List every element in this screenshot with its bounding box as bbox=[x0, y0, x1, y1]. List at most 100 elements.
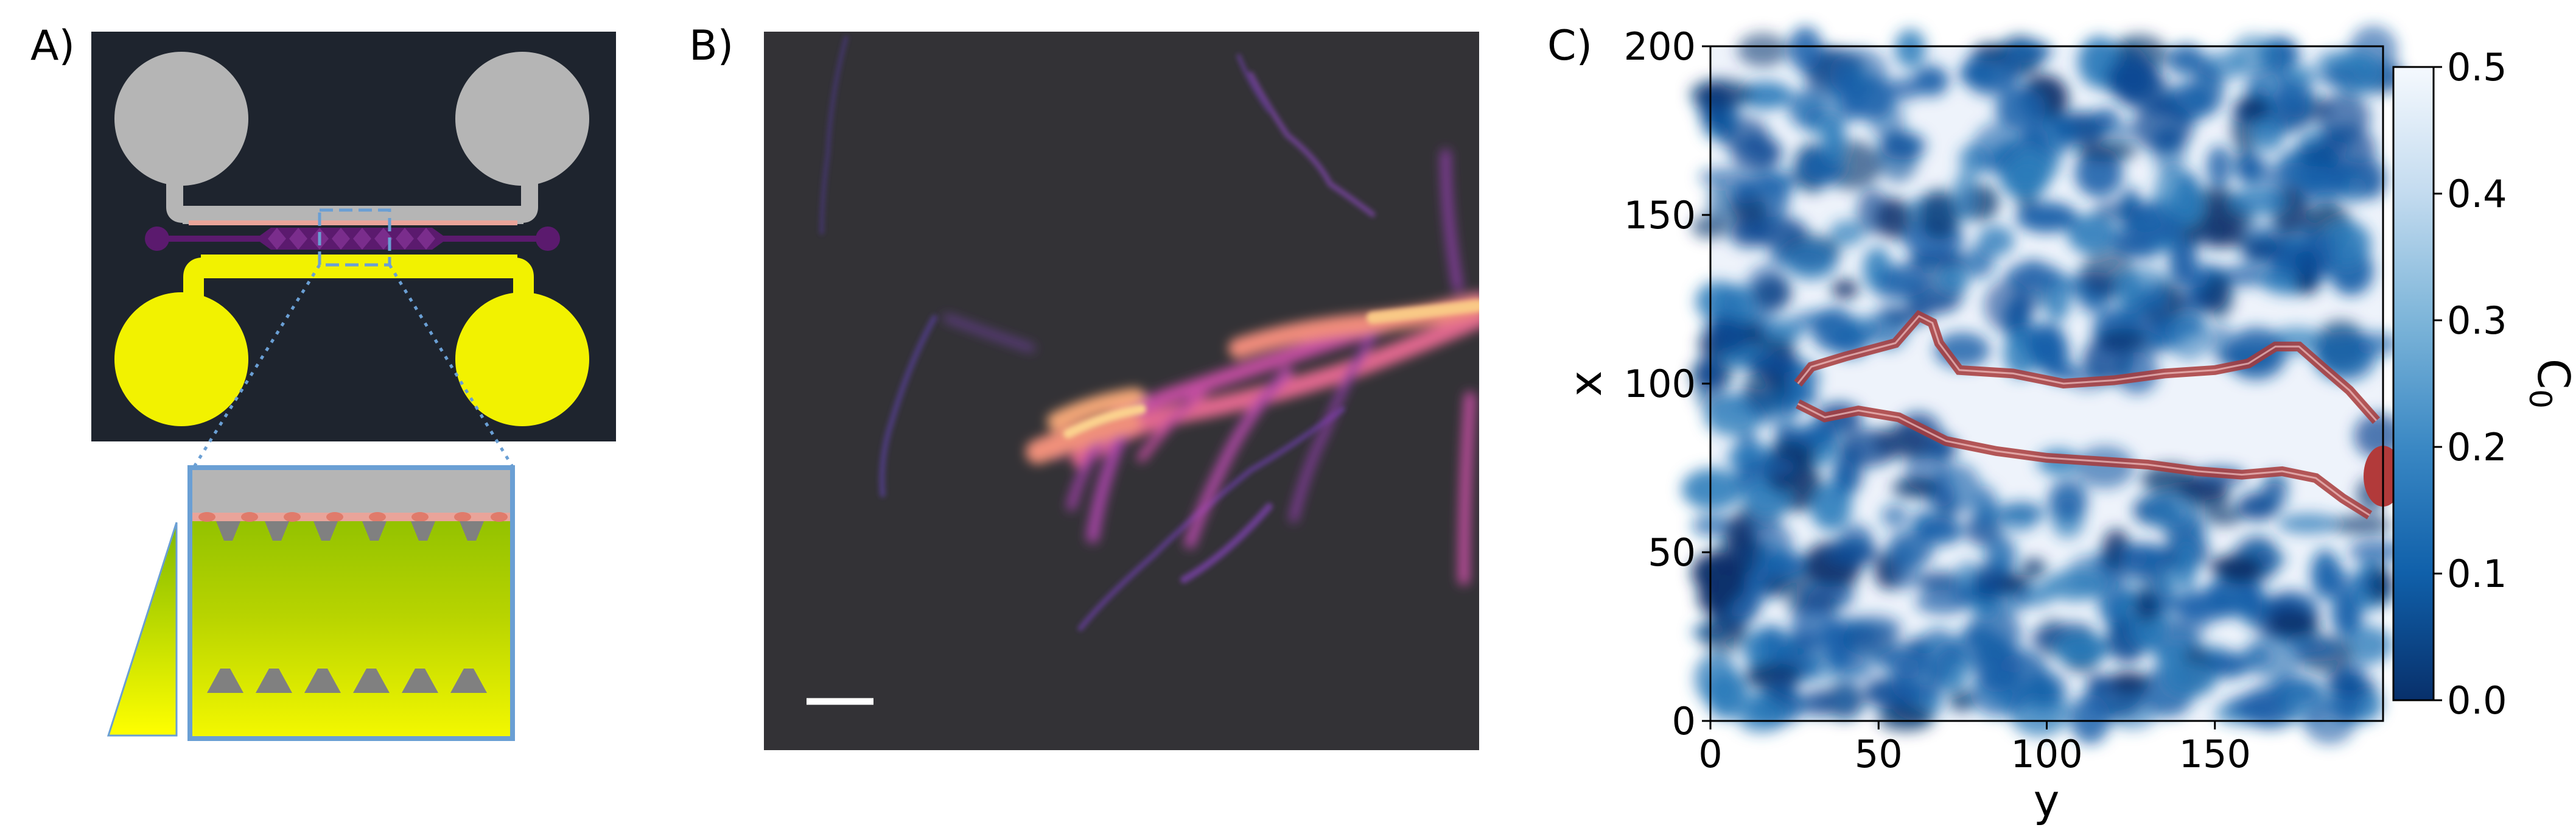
heatmap-cell bbox=[1949, 690, 1975, 712]
heatmap-cell bbox=[1776, 424, 1801, 443]
x-tick-label: 50 bbox=[1855, 732, 1903, 776]
purple-right-port bbox=[536, 227, 560, 251]
heatmap-cell bbox=[2032, 114, 2076, 156]
bottom-left-reservoir bbox=[114, 292, 248, 426]
colorbar-label-sub: 0 bbox=[2522, 389, 2558, 409]
heatmap-cell bbox=[1937, 266, 1970, 293]
heatmap-area bbox=[1681, 26, 2406, 745]
heatmap-cell bbox=[1751, 390, 1801, 427]
heatmap-cell bbox=[2070, 694, 2110, 744]
panel-c-heatmap-chart: 0 50 100 150 200 0 50 100 150 y x 0.0 0.1 0.2 0.3 0… bbox=[1560, 24, 2576, 826]
heatmap-cell bbox=[2348, 540, 2406, 563]
heatmap-cell bbox=[1972, 563, 2003, 604]
heatmap-cell bbox=[2098, 328, 2147, 351]
heatmap-cell bbox=[2133, 101, 2194, 153]
heatmap-cell bbox=[2175, 539, 2197, 592]
heatmap-cell bbox=[1918, 189, 1961, 240]
y-tick-label: 100 bbox=[1624, 362, 1696, 406]
cell-layer bbox=[189, 220, 517, 225]
heatmap-cell bbox=[1919, 518, 1963, 544]
yellow-channel bbox=[183, 258, 534, 321]
heatmap-cell bbox=[1707, 317, 1749, 356]
heatmap-cell bbox=[1729, 180, 1760, 205]
heatmap-cell bbox=[1690, 79, 1754, 108]
top-right-reservoir bbox=[455, 52, 589, 186]
heatmap-cell bbox=[1952, 171, 1978, 223]
heatmap-cell bbox=[1704, 395, 1764, 436]
heatmap-cell bbox=[2329, 515, 2393, 535]
heatmap-cell bbox=[2154, 166, 2195, 220]
heatmap-cell bbox=[2354, 413, 2404, 458]
heatmap-cell bbox=[2242, 634, 2306, 680]
heatmap-cell bbox=[2334, 574, 2380, 592]
zoom-region-box bbox=[318, 208, 391, 267]
panel-label-c: C) bbox=[1547, 22, 1593, 70]
heatmap-cell bbox=[1973, 43, 2009, 61]
heatmap-cell bbox=[1891, 664, 1944, 703]
heatmap-cell bbox=[1827, 72, 1866, 123]
heatmap-cell bbox=[1802, 689, 1835, 716]
panel-label-a: A) bbox=[30, 22, 75, 70]
heatmap-cell bbox=[2113, 270, 2143, 311]
heatmap-cell bbox=[1977, 225, 2015, 256]
heatmap-cell bbox=[2067, 214, 2117, 255]
heatmap-cell bbox=[2294, 248, 2322, 284]
heatmap-cell bbox=[1822, 116, 1846, 164]
heatmap-cell bbox=[1998, 502, 2046, 522]
heatmap-cell bbox=[1915, 589, 1971, 614]
heatmap-cell bbox=[1745, 264, 1790, 316]
heatmap-cell bbox=[1738, 82, 1793, 110]
heatmap-cell bbox=[2208, 555, 2263, 578]
heatmap-cell bbox=[1891, 541, 1920, 590]
heatmap-cell bbox=[1692, 515, 1732, 537]
y-axis-label: x bbox=[1560, 371, 1611, 397]
heatmap-cell bbox=[2107, 672, 2151, 694]
heatmap-cell bbox=[2173, 591, 2236, 622]
heatmap-cell bbox=[1894, 29, 1926, 68]
heatmap-cell bbox=[2325, 676, 2377, 696]
heatmap-cell bbox=[1830, 220, 1864, 247]
heatmap-cell bbox=[2167, 312, 2211, 360]
heatmap-cell bbox=[1832, 660, 1875, 681]
svg-text:C0: C0 bbox=[2522, 359, 2576, 409]
y-tick-label: 50 bbox=[1648, 530, 1696, 575]
concentration-gradient-wedge bbox=[107, 522, 178, 737]
heatmap-cell bbox=[1769, 551, 1806, 580]
heatmap-cell bbox=[1761, 318, 1805, 343]
heatmap-cell bbox=[1984, 279, 2033, 332]
heatmap-cell bbox=[1764, 577, 1804, 597]
heatmap-cell bbox=[1724, 516, 1749, 547]
heatmap-cell bbox=[2091, 108, 2119, 128]
heatmap-cell bbox=[2025, 323, 2067, 364]
heatmap-cell bbox=[2169, 239, 2199, 288]
colorbar-label: C0 bbox=[2522, 359, 2576, 409]
heatmap-cell bbox=[2205, 506, 2243, 526]
heatmap-cell bbox=[2119, 543, 2169, 568]
bottom-right-reservoir bbox=[455, 292, 589, 426]
heatmap-cell bbox=[1887, 77, 1922, 101]
zoomed-chamber bbox=[187, 465, 515, 741]
heatmap-cell bbox=[2205, 228, 2248, 248]
heatmap-cell bbox=[2075, 140, 2138, 161]
heatmap-cell bbox=[1842, 623, 1899, 656]
heatmap-cell bbox=[1700, 615, 1746, 655]
heatmap-cell bbox=[1791, 602, 1839, 648]
y-tick-label: 150 bbox=[1624, 193, 1696, 237]
heatmap-cell bbox=[2107, 55, 2159, 103]
heatmap-cell bbox=[1794, 426, 1838, 448]
heatmap-cell bbox=[1810, 483, 1852, 531]
heatmap-cell bbox=[1788, 27, 1822, 72]
heatmap-cell bbox=[1784, 240, 1838, 280]
heatmap-cell bbox=[2236, 96, 2270, 121]
colorbar-tick-label: 0.5 bbox=[2447, 45, 2507, 90]
purple-chamber bbox=[256, 228, 447, 250]
colorbar-tick-label: 0.1 bbox=[2447, 552, 2507, 596]
x-tick-label: 0 bbox=[1698, 732, 1722, 776]
heatmap-cell bbox=[1699, 168, 1747, 186]
heatmap-cell bbox=[1832, 681, 1861, 717]
heatmap-cell bbox=[2335, 160, 2360, 183]
heatmap-cell bbox=[2136, 567, 2165, 589]
colorbar-tick-label: 0.3 bbox=[2447, 298, 2507, 343]
heatmap-cell bbox=[2345, 626, 2393, 664]
heatmap-cell bbox=[1877, 197, 1911, 239]
